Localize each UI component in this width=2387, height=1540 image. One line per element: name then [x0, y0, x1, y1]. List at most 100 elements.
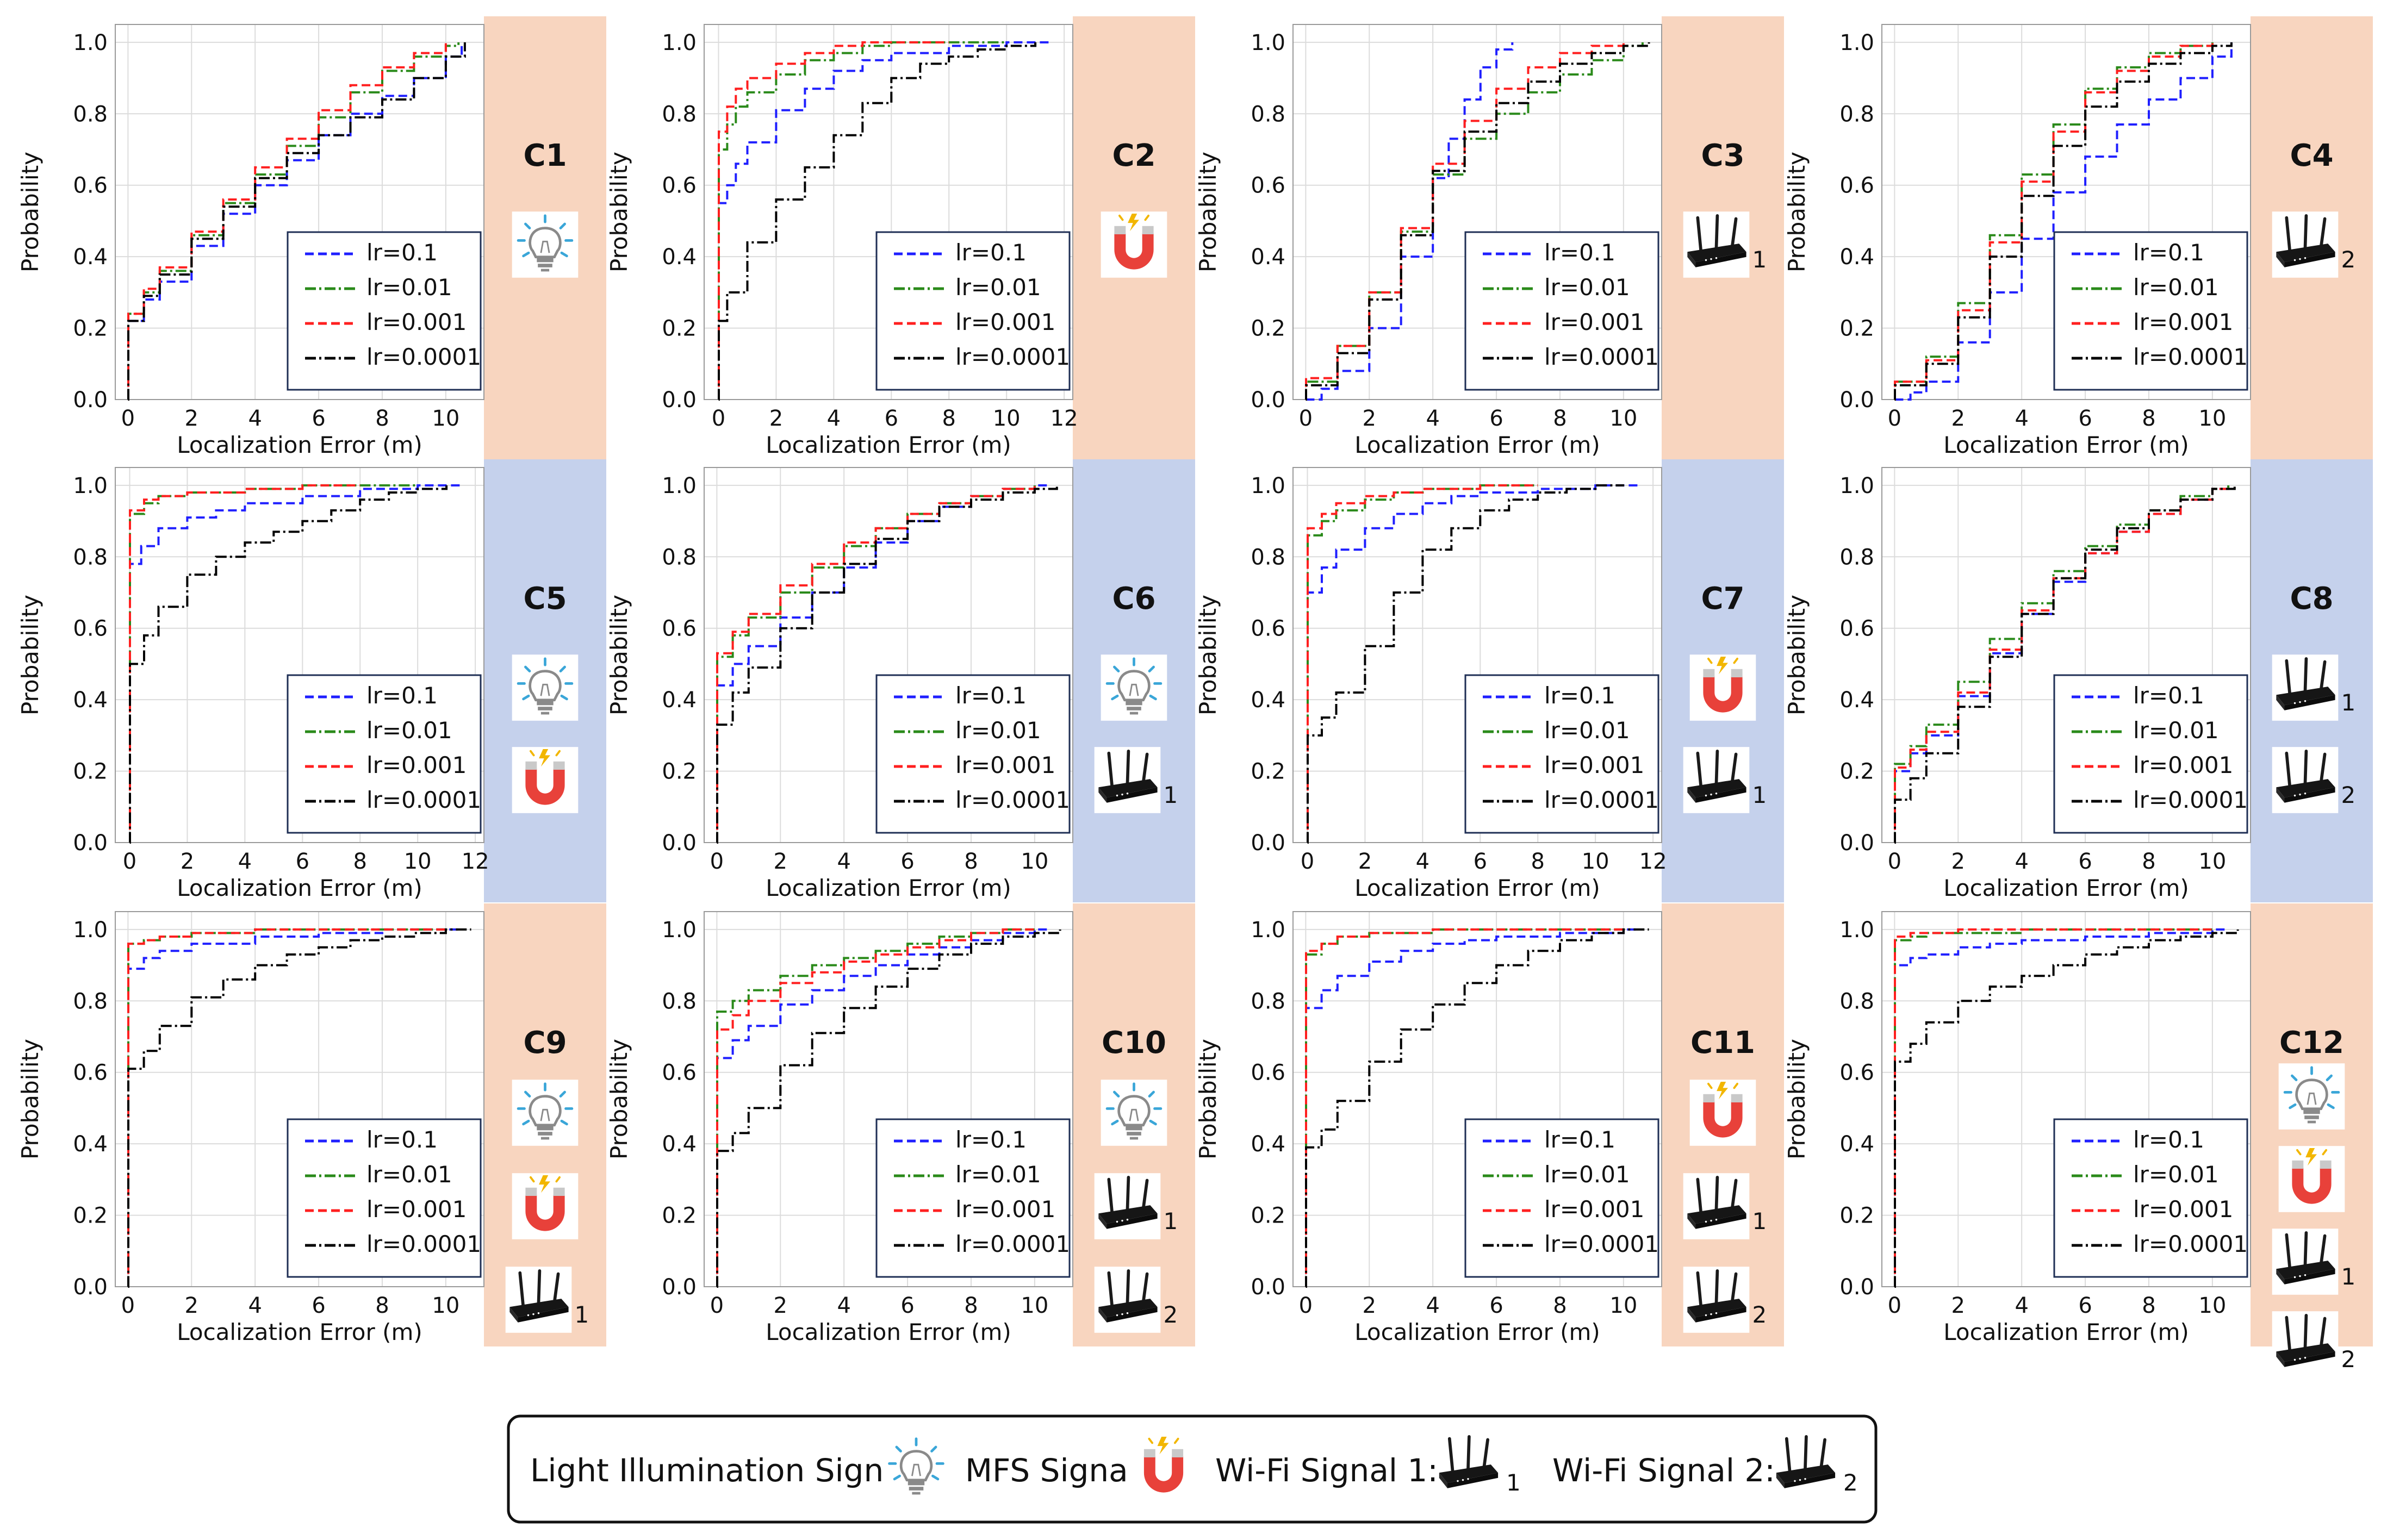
- legend-box: [2053, 1118, 2248, 1278]
- x-axis-label: Localization Error (m): [1354, 875, 1600, 901]
- x-tick-label: 0: [1299, 1293, 1313, 1318]
- y-tick-label: 0.4: [662, 1132, 697, 1157]
- y-axis-label: Probability: [1783, 1039, 1810, 1159]
- chart-c4: C4 2 0 2 4 6 8 10 0.0 0.2 0.4 0.6 0.8 1.0 Localization…: [1783, 16, 2373, 459]
- y-tick-label: 0.0: [662, 1275, 697, 1300]
- magnet-icon: [2277, 1145, 2346, 1213]
- y-tick-label: 0.4: [1251, 1132, 1285, 1157]
- y-tick-label: 0.2: [73, 759, 108, 784]
- wifi-index-label: 2: [1752, 1301, 1767, 1328]
- y-tick-label: 0.8: [662, 102, 697, 127]
- magnet-icon: [1129, 1433, 1198, 1502]
- plot-frame: [1881, 467, 2251, 843]
- legend-entry: lr=0.001: [366, 752, 467, 778]
- legend-entry: lr=0.01: [2133, 274, 2219, 301]
- x-tick-label: 2: [774, 1293, 787, 1318]
- y-tick-label: 0.4: [1251, 688, 1285, 713]
- x-tick-label: 6: [885, 406, 898, 431]
- plot-frame: [704, 467, 1073, 843]
- y-tick-label: 0.2: [1251, 759, 1285, 784]
- legend-entry: lr=0.001: [2133, 1196, 2233, 1223]
- wifi-router-2-icon: [1772, 1432, 1838, 1499]
- y-tick-label: 0.4: [1839, 688, 1874, 713]
- series-line-lr-0_1: [127, 928, 462, 1288]
- y-tick-label: 0.6: [73, 616, 108, 641]
- x-tick-label: 10: [993, 406, 1021, 431]
- y-tick-label: 0.8: [1251, 545, 1285, 570]
- y-tick-label: 0.2: [1839, 316, 1874, 341]
- plot-frame: [704, 911, 1073, 1287]
- magnet-icon: [1688, 1078, 1757, 1147]
- x-tick-label: 2: [1363, 1293, 1376, 1318]
- y-tick-label: 0.0: [73, 1275, 108, 1300]
- series-line-lr-0_0001: [1307, 484, 1625, 844]
- x-tick-label: 8: [1553, 1293, 1567, 1318]
- wifi1-signal-label: Wi-Fi Signal 1:: [1215, 1452, 1438, 1489]
- config-label: C4: [2290, 138, 2333, 173]
- x-axis-label: Localization Error (m): [1354, 1319, 1600, 1345]
- wifi-router-1-icon: [1683, 1173, 1750, 1239]
- x-tick-label: 8: [2142, 849, 2155, 874]
- legend-entry: lr=0.001: [955, 1196, 1055, 1223]
- lightbulb-icon: [512, 211, 579, 278]
- y-tick-label: 0.2: [1251, 316, 1285, 341]
- legend-entry: lr=0.001: [1544, 752, 1644, 778]
- plot-frame: [1881, 911, 2251, 1287]
- lightbulb-icon: [883, 1435, 949, 1501]
- legend-entry: lr=0.001: [955, 752, 1055, 778]
- x-axis-label: Localization Error (m): [177, 875, 422, 901]
- x-tick-label: 4: [837, 1293, 850, 1318]
- y-tick-label: 0.2: [1839, 759, 1874, 784]
- x-tick-label: 10: [432, 1293, 459, 1318]
- y-tick-label: 0.8: [1839, 102, 1874, 127]
- x-tick-label: 6: [900, 1293, 914, 1318]
- legend-entry: lr=0.0001: [1544, 787, 1659, 813]
- y-tick-label: 0.0: [662, 388, 697, 413]
- series-line-lr-0_0001: [1894, 42, 2233, 401]
- x-tick-label: 0: [710, 849, 724, 874]
- x-tick-label: 0: [121, 1293, 135, 1318]
- x-tick-label: 4: [238, 849, 252, 874]
- x-tick-label: 6: [1489, 406, 1503, 431]
- plot-frame: [1292, 24, 1662, 400]
- config-label: C6: [1112, 581, 1155, 616]
- y-tick-label: 0.2: [73, 1204, 108, 1229]
- wifi2-signal-label: Wi-Fi Signal 2:: [1552, 1452, 1775, 1489]
- legend-entry: lr=0.0001: [2133, 787, 2248, 813]
- y-axis-label: Probability: [17, 1039, 43, 1159]
- lightbulb-icon: [1101, 654, 1167, 721]
- x-tick-label: 6: [1474, 849, 1487, 874]
- x-tick-label: 10: [1582, 849, 1609, 874]
- x-tick-label: 0: [1299, 406, 1313, 431]
- x-tick-label: 4: [2015, 1293, 2028, 1318]
- wifi-router-2-icon: [1683, 1267, 1750, 1333]
- x-tick-label: 10: [1609, 1293, 1637, 1318]
- x-axis-label: Localization Error (m): [177, 1319, 422, 1345]
- legend-entry: lr=0.001: [1544, 309, 1644, 335]
- config-label: C12: [2279, 1025, 2344, 1061]
- series-line-lr-0_0001: [1894, 485, 2236, 844]
- y-tick-label: 1.0: [1251, 473, 1285, 498]
- lightbulb-icon: [1101, 1080, 1167, 1146]
- y-tick-label: 0.0: [1839, 831, 1874, 856]
- y-tick-label: 0.4: [73, 688, 108, 713]
- legend-entry: lr=0.01: [366, 717, 452, 744]
- series-line-lr-0_1: [1307, 484, 1639, 844]
- y-tick-label: 0.8: [73, 102, 108, 127]
- series-line-lr-0_0001: [718, 42, 1037, 401]
- x-tick-label: 0: [1888, 849, 1901, 874]
- lightbulb-icon: [512, 1080, 579, 1146]
- x-axis-label: Localization Error (m): [766, 1319, 1011, 1345]
- series-line-lr-0_0001: [129, 485, 448, 844]
- plot-frame: [704, 24, 1073, 400]
- legend-entry: lr=0.01: [2133, 1161, 2219, 1188]
- x-tick-label: 6: [2078, 406, 2092, 431]
- series-line-lr-0_1: [716, 928, 1051, 1288]
- config-label: C5: [523, 581, 567, 616]
- legend-entry: lr=0.01: [366, 274, 452, 301]
- legend-box: [287, 231, 482, 391]
- wifi-index-label: 1: [1752, 1208, 1767, 1235]
